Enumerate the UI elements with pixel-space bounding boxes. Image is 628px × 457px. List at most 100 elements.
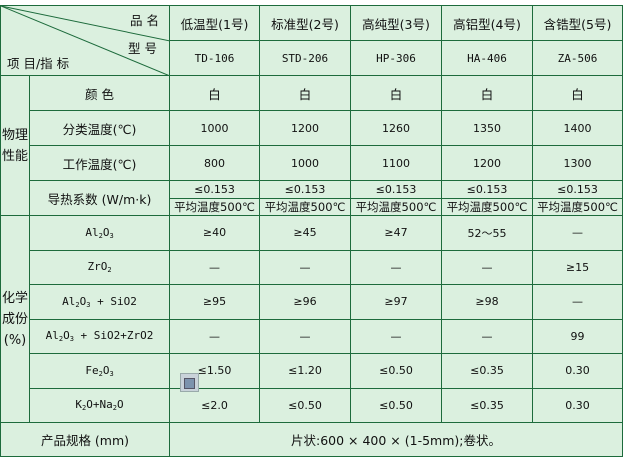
row-label: Al2O3 + SiO2	[29, 284, 170, 320]
row-label: Fe2O3	[29, 353, 170, 389]
table-row: ZrO2— — — — ≥15	[1, 249, 623, 285]
thermal-condition: 平均温度500℃	[174, 200, 255, 214]
value-cell: 1100	[350, 145, 442, 181]
formula-part: 2	[98, 369, 103, 378]
formula-part: + SiO2+ZrO2	[73, 329, 154, 343]
value-cell: ≥97	[350, 284, 442, 320]
value-cell: 白	[169, 75, 260, 111]
formula-part: Fe	[85, 363, 99, 377]
value-cell: 1000	[169, 110, 260, 146]
thermal-cell: ≤0.153 平均温度500℃	[441, 180, 533, 216]
row-label: K2O+Na2O	[29, 387, 170, 423]
spec-value: 片状:600 × 400 × (1-5mm);卷状。	[169, 422, 623, 457]
product-model: ZA-506	[532, 40, 623, 76]
thermal-cell: ≤0.153 平均温度500℃	[532, 180, 623, 216]
formula-part: 2	[82, 404, 87, 413]
thermal-condition: 平均温度500℃	[355, 200, 437, 214]
formula-part: 3	[109, 231, 114, 240]
value-cell: —	[169, 249, 260, 285]
product-model: TD-106	[169, 40, 260, 76]
thermal-cell: ≤0.153 平均温度500℃	[169, 180, 260, 216]
value-cell: —	[259, 249, 351, 285]
physical-group-label: 物理性能	[0, 75, 30, 216]
formula-part: 2	[58, 335, 64, 344]
formula-part: O	[116, 398, 124, 412]
product-name: 含锆型(5号)	[532, 5, 623, 41]
formula-part: O	[79, 294, 87, 308]
value-cell: ≤0.50	[259, 387, 351, 423]
value-cell: —	[441, 318, 533, 354]
value-cell: 白	[441, 75, 533, 111]
formula-part: 3	[86, 300, 91, 309]
product-model: HA-406	[441, 40, 533, 76]
value-cell: ≥15	[532, 249, 623, 285]
corner-model: 型 号	[128, 41, 157, 56]
value-cell: ≤0.50	[350, 387, 442, 423]
product-model: HP-306	[350, 40, 442, 76]
formula-part: ZrO	[87, 260, 108, 274]
chemical-group-label: 化学成份(%)	[0, 215, 30, 423]
formula-part: 2	[75, 300, 80, 309]
row-label: Al2O3 + SiO2+ZrO2	[29, 318, 170, 354]
table-row: 工作温度(℃) 800 1000 1100 1200 1300	[1, 145, 623, 181]
value-cell: 52～55	[441, 215, 533, 251]
value-cell: 1400	[532, 110, 623, 146]
row-label: 分类温度(℃)	[29, 110, 170, 146]
formula-part: 3	[109, 369, 114, 378]
formula-part: 2	[98, 231, 103, 240]
thermal-value: ≤0.153	[442, 182, 532, 199]
value-cell: —	[441, 249, 533, 285]
row-label: ZrO2	[29, 249, 170, 285]
value-cell: 1260	[350, 110, 442, 146]
value-cell: —	[169, 318, 260, 354]
value-cell: ≥95	[169, 284, 260, 320]
product-name: 高纯型(3号)	[350, 5, 442, 41]
value-cell: —	[532, 284, 623, 320]
thermal-cell: ≤0.153 平均温度500℃	[350, 180, 442, 216]
row-label: 工作温度(℃)	[29, 145, 170, 181]
value-cell: 0.30	[532, 353, 623, 389]
row-label: Al2O3	[29, 215, 170, 251]
value-cell: 99	[532, 318, 623, 354]
value-cell: ≤0.35	[441, 387, 533, 423]
formula-part: 2	[112, 404, 117, 413]
table-row: 导热系数 (W/m·k) ≤0.153 平均温度500℃ ≤0.153 平均温度500℃…	[1, 180, 623, 216]
corner-product-name: 品 名	[130, 13, 159, 28]
corner-header: 品 名 型 号 项 目/指 标	[0, 5, 170, 76]
value-cell: —	[350, 249, 442, 285]
formula-part: Al	[85, 225, 99, 239]
row-label: 导热系数 (W/m·k)	[29, 180, 170, 216]
table-row: Al2O3 + SiO2+ZrO2— — — —99	[1, 318, 623, 354]
value-cell: ≥40	[169, 215, 260, 251]
value-cell: ≥47	[350, 215, 442, 251]
thermal-condition: 平均温度500℃	[264, 200, 346, 214]
product-model: STD-206	[259, 40, 351, 76]
thermal-condition: 平均温度500℃	[537, 200, 618, 214]
formula-part: O	[102, 363, 110, 377]
row-label: 颜 色	[29, 75, 170, 111]
value-cell: ≤0.50	[350, 353, 442, 389]
table-row: 分类温度(℃) 1000 1200 1260 1350 1400	[1, 110, 623, 146]
table-row: Al2O3 + SiO2 ≥95 ≥96 ≥97 ≥98—	[1, 284, 623, 320]
table-row: Fe2O3 ≤1.50 ≤1.20 ≤0.50 ≤0.35 0.30	[1, 353, 623, 389]
formula-part: K	[75, 398, 83, 412]
thermal-value: ≤0.153	[260, 182, 350, 199]
edit-icon[interactable]	[180, 373, 199, 392]
value-cell: —	[259, 318, 351, 354]
value-cell: —	[532, 215, 623, 251]
thermal-value: ≤0.153	[170, 182, 259, 199]
value-cell: ≤1.20	[259, 353, 351, 389]
value-cell: 0.30	[532, 387, 623, 423]
formula-part: 2	[107, 266, 112, 275]
value-cell: ≥45	[259, 215, 351, 251]
thermal-value: ≤0.153	[351, 182, 441, 199]
spec-label: 产品规格 (mm)	[0, 422, 170, 457]
thermal-value: ≤0.153	[533, 182, 622, 199]
value-cell: ≤0.35	[441, 353, 533, 389]
thermal-cell: ≤0.153 平均温度500℃	[259, 180, 351, 216]
diagonal-lines	[1, 6, 169, 75]
value-cell: ≤1.50	[169, 353, 260, 389]
value-cell: 1350	[441, 110, 533, 146]
formula-part: O	[102, 225, 110, 239]
value-cell: ≥96	[259, 284, 351, 320]
